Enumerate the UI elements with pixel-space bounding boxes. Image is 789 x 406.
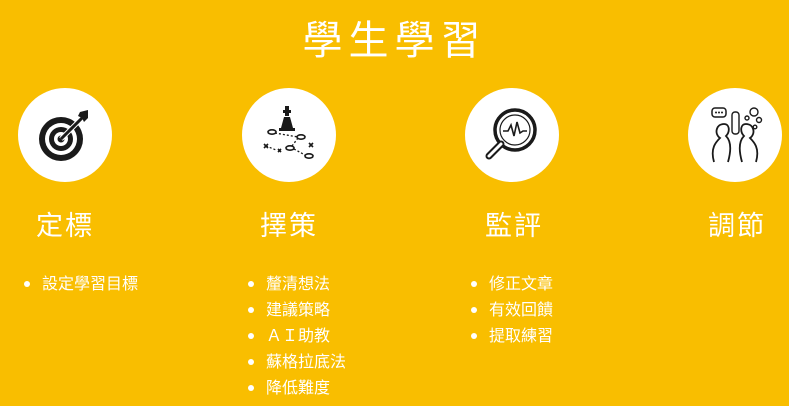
list-item: 建議策略	[246, 297, 346, 323]
step-icon-circle	[688, 88, 782, 182]
list-item: 降低難度	[246, 375, 346, 401]
target-icon	[39, 110, 88, 161]
step-label: 擇策	[260, 211, 318, 242]
list-item: 釐清想法	[246, 271, 346, 297]
step-icon-circle	[242, 88, 336, 182]
page-title: 學生學習	[302, 18, 487, 64]
step-bullet-list: 釐清想法 建議策略 ＡＩ助教 蘇格拉底法 降低難度	[246, 271, 346, 401]
list-item: 提取練習	[469, 323, 553, 349]
step-label: 調節	[708, 211, 766, 242]
thinking-people-icon	[711, 107, 763, 163]
magnifier-icon	[485, 108, 537, 160]
step-icon-circle	[465, 88, 559, 182]
list-item: 有效回饋	[469, 297, 553, 323]
list-item: 蘇格拉底法	[246, 349, 346, 375]
step-bullet-list: 修正文章 有效回饋 提取練習	[469, 271, 553, 349]
list-item: ＡＩ助教	[246, 323, 346, 349]
step-label: 定標	[36, 211, 94, 242]
list-item: 修正文章	[469, 271, 553, 297]
chess-strategy-icon	[263, 106, 314, 159]
list-item: 設定學習目標	[22, 271, 138, 297]
step-bullet-list: 設定學習目標	[22, 271, 138, 297]
step-icon-circle	[18, 88, 112, 182]
step-label: 監評	[485, 211, 543, 242]
